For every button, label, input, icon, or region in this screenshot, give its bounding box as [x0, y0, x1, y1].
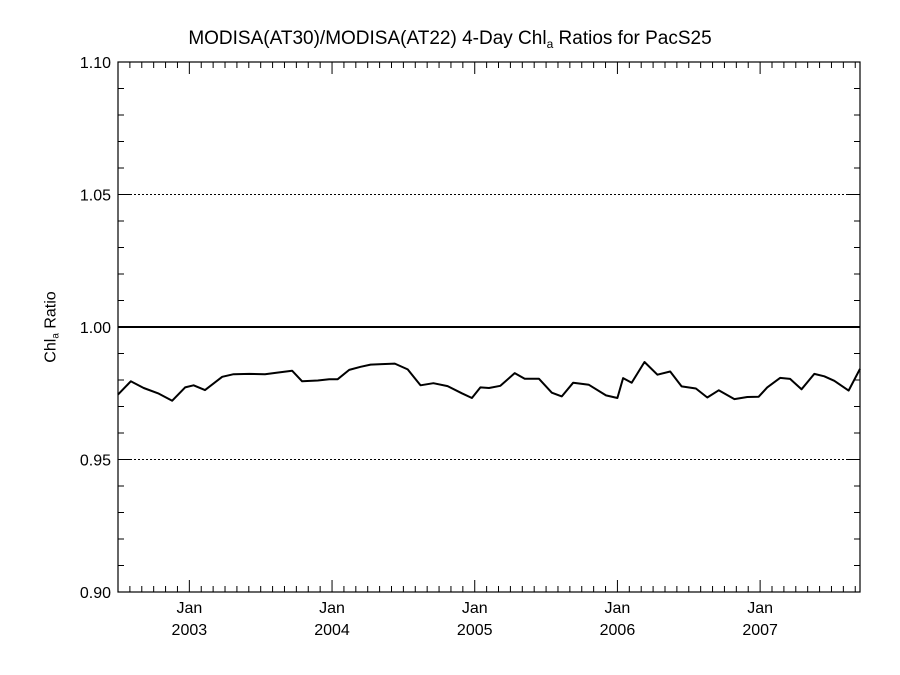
chart-title-suffix: Ratios for PacS25 [553, 28, 712, 49]
chart-title-text: MODISA(AT30)/MODISA(AT22) 4-Day Chl [188, 28, 547, 49]
x-tick-label-2: Jan [462, 600, 488, 617]
series-group [117, 361, 861, 402]
x-tick-label-0: Jan [176, 600, 202, 617]
x-tick-year-label-4: 2007 [742, 622, 778, 639]
chart-title: MODISA(AT30)/MODISA(AT22) 4-Day Chla Rat… [0, 28, 900, 51]
x-tick-year-label-2: 2005 [457, 622, 493, 639]
x-tick-year-label-0: 2003 [172, 622, 208, 639]
x-tick-label-4: Jan [747, 600, 773, 617]
gridlines [118, 61, 860, 460]
y-tick-label-0: 0.90 [80, 585, 111, 602]
y-tick-label-4: 1.10 [80, 55, 111, 72]
x-axis: Jan 2003 Jan 2004 Jan 2005 Jan 2006 Jan 2007 [117, 62, 856, 639]
x-tick-label-3: Jan [605, 600, 631, 617]
series-line-0 [117, 361, 861, 402]
x-tick-year-label-3: 2006 [600, 622, 636, 639]
y-tick-label-1: 0.95 [80, 453, 111, 470]
x-tick-year-label-1: 2004 [314, 622, 350, 639]
chart-title-subscript: a [546, 37, 554, 51]
x-tick-label-1: Jan [319, 600, 345, 617]
y-tick-label-2: 1.00 [80, 320, 111, 337]
y-tick-label-3: 1.05 [80, 188, 111, 205]
y-axis: 0.90 0.95 1.00 1.05 1.10 [80, 55, 860, 602]
